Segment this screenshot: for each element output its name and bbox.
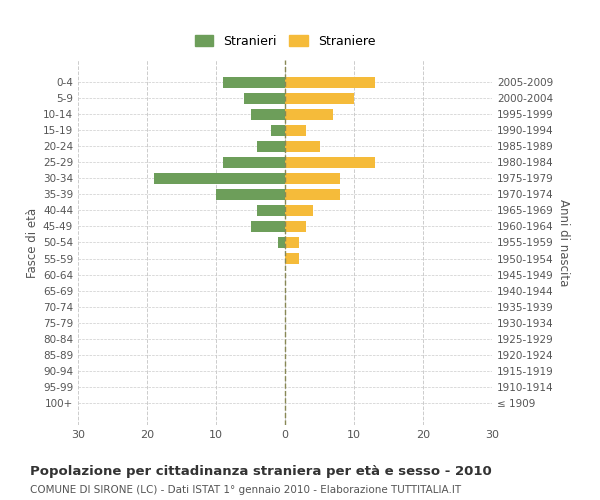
Bar xyxy=(285,76,374,88)
Bar xyxy=(244,92,285,104)
Bar xyxy=(223,76,285,88)
Bar xyxy=(271,124,285,136)
Text: COMUNE DI SIRONE (LC) - Dati ISTAT 1° gennaio 2010 - Elaborazione TUTTITALIA.IT: COMUNE DI SIRONE (LC) - Dati ISTAT 1° ge… xyxy=(30,485,461,495)
Bar xyxy=(285,92,354,104)
Bar xyxy=(278,237,285,248)
Legend: Stranieri, Straniere: Stranieri, Straniere xyxy=(190,30,380,52)
Bar xyxy=(257,140,285,152)
Bar xyxy=(216,189,285,200)
Bar xyxy=(257,205,285,216)
Bar xyxy=(285,221,306,232)
Bar xyxy=(285,108,334,120)
Y-axis label: Anni di nascita: Anni di nascita xyxy=(557,199,570,286)
Bar xyxy=(285,140,320,152)
Text: Popolazione per cittadinanza straniera per età e sesso - 2010: Popolazione per cittadinanza straniera p… xyxy=(30,465,492,478)
Bar xyxy=(285,189,340,200)
Bar xyxy=(223,156,285,168)
Bar xyxy=(251,221,285,232)
Bar xyxy=(251,108,285,120)
Bar xyxy=(285,205,313,216)
Bar xyxy=(285,253,299,264)
Y-axis label: Fasce di età: Fasce di età xyxy=(26,208,39,278)
Bar xyxy=(285,237,299,248)
Bar xyxy=(154,173,285,184)
Bar xyxy=(285,173,340,184)
Bar xyxy=(285,124,306,136)
Bar xyxy=(285,156,374,168)
